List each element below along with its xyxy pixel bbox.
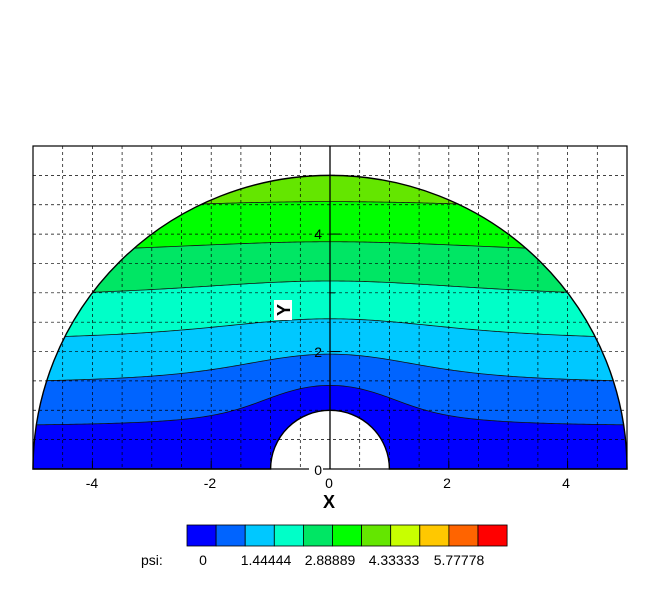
y-axis-title-bg: [274, 300, 292, 320]
colorbar-swatch: [302, 524, 333, 547]
y-tick-label-bg: [309, 462, 323, 478]
y-ticks: [330, 174, 340, 470]
colorbar-label: 4.33333: [369, 552, 420, 568]
colorbar-swatch: [448, 524, 479, 547]
x-tick-label: 0: [325, 475, 333, 491]
contour-line: [33, 120, 627, 124]
legend-title: psi:: [141, 552, 163, 568]
y-axis-title-group: Y: [274, 300, 294, 320]
x-tick-labels: -4 -2 0 2 4: [86, 475, 570, 491]
y-tick-label: 4: [314, 226, 322, 242]
colorbar-swatch: [332, 524, 363, 547]
colorbar-label: 0: [199, 552, 207, 568]
colorbar-swatch: [419, 524, 450, 547]
colorbar-label: 1.44444: [241, 552, 292, 568]
x-tick-label: 4: [562, 475, 570, 491]
colorbar-swatch: [390, 524, 421, 547]
colorbar-label: 5.77778: [434, 552, 485, 568]
colorbar-swatch: [477, 524, 508, 547]
x-tick-label: -2: [204, 475, 217, 491]
colorbar-labels: 0 1.44444 2.88889 4.33333 5.77778: [199, 552, 484, 568]
colorbar: [186, 524, 508, 547]
contour-band: [33, 354, 627, 425]
x-tick-label: -4: [86, 475, 99, 491]
y-axis-title: Y: [274, 304, 294, 316]
x-tick-label: 2: [443, 475, 451, 491]
colorbar-swatch: [244, 524, 275, 547]
colorbar-swatch: [273, 524, 304, 547]
domain-boundary: [32, 174, 628, 470]
x-axis-title: X: [323, 492, 335, 512]
colorbar-label: 2.88889: [305, 552, 356, 568]
y-tick-label: 2: [314, 344, 322, 360]
x-ticks: [91, 461, 569, 469]
colorbar-swatch: [186, 524, 217, 547]
y-tick-label: 0: [314, 462, 322, 478]
colorbar-swatch: [361, 524, 392, 547]
contour-band: [33, 117, 627, 124]
y-tick-labels: 0 2 4: [309, 226, 323, 478]
colorbar-swatch: [215, 524, 246, 547]
